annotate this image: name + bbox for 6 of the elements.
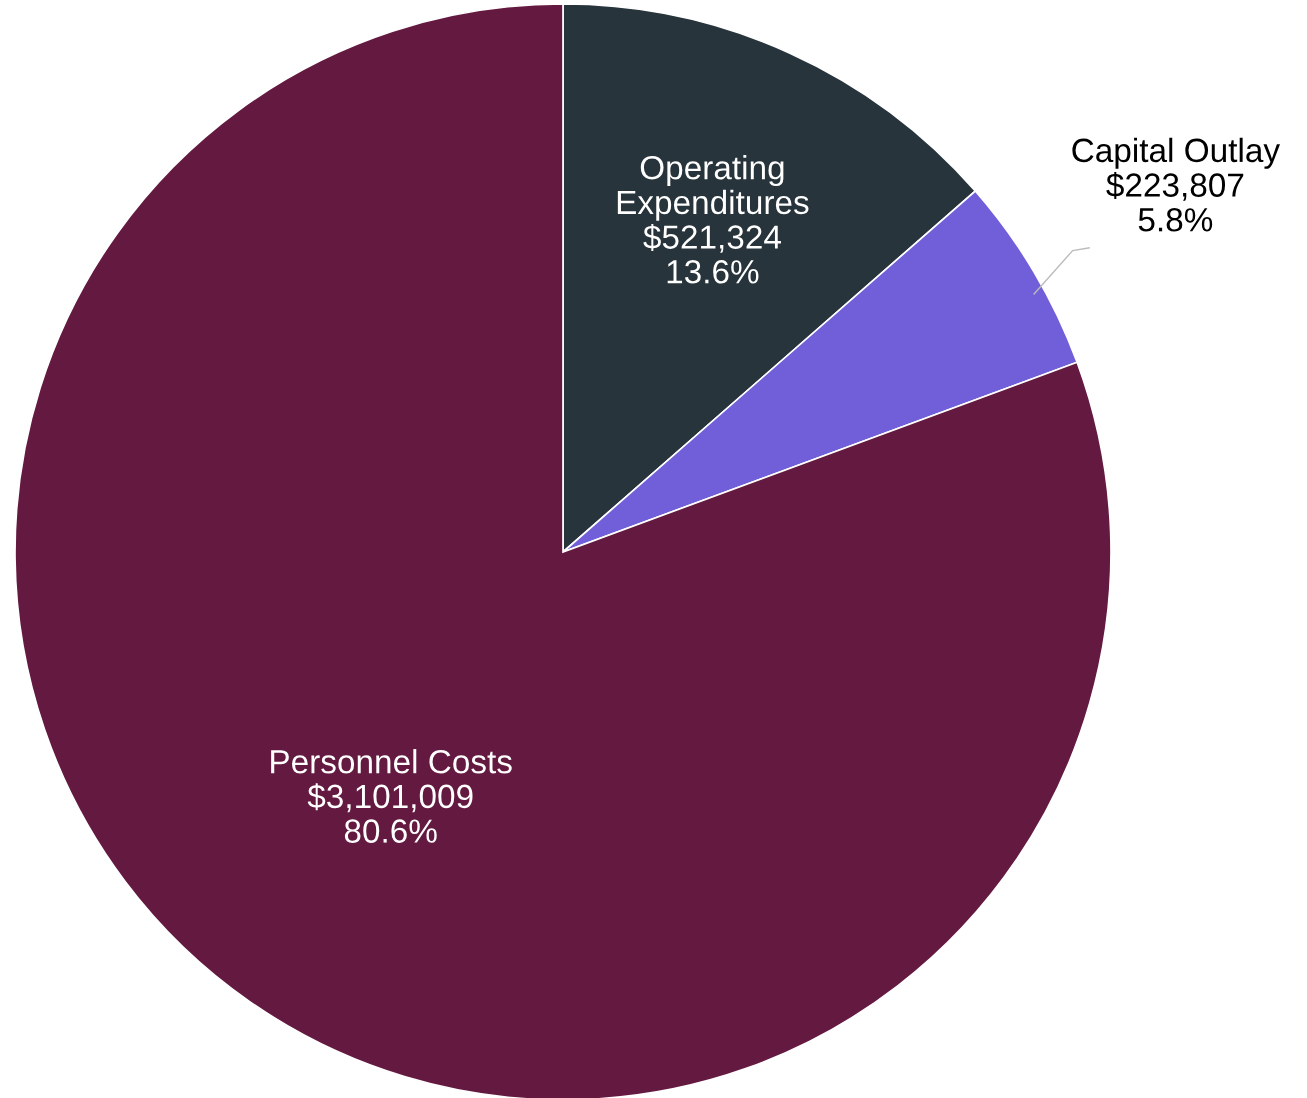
data-label: $3,101,009 80.6%	[307, 783, 473, 843]
slice-label: Personnel Costs	[271, 749, 512, 774]
slice-label: Operating Expenditures	[617, 155, 809, 221]
data-label: $223,807 5.8%	[1106, 171, 1244, 232]
data-label: $521,324 13.6%	[643, 223, 781, 284]
slice-label: Capital Outlay	[1072, 137, 1280, 169]
